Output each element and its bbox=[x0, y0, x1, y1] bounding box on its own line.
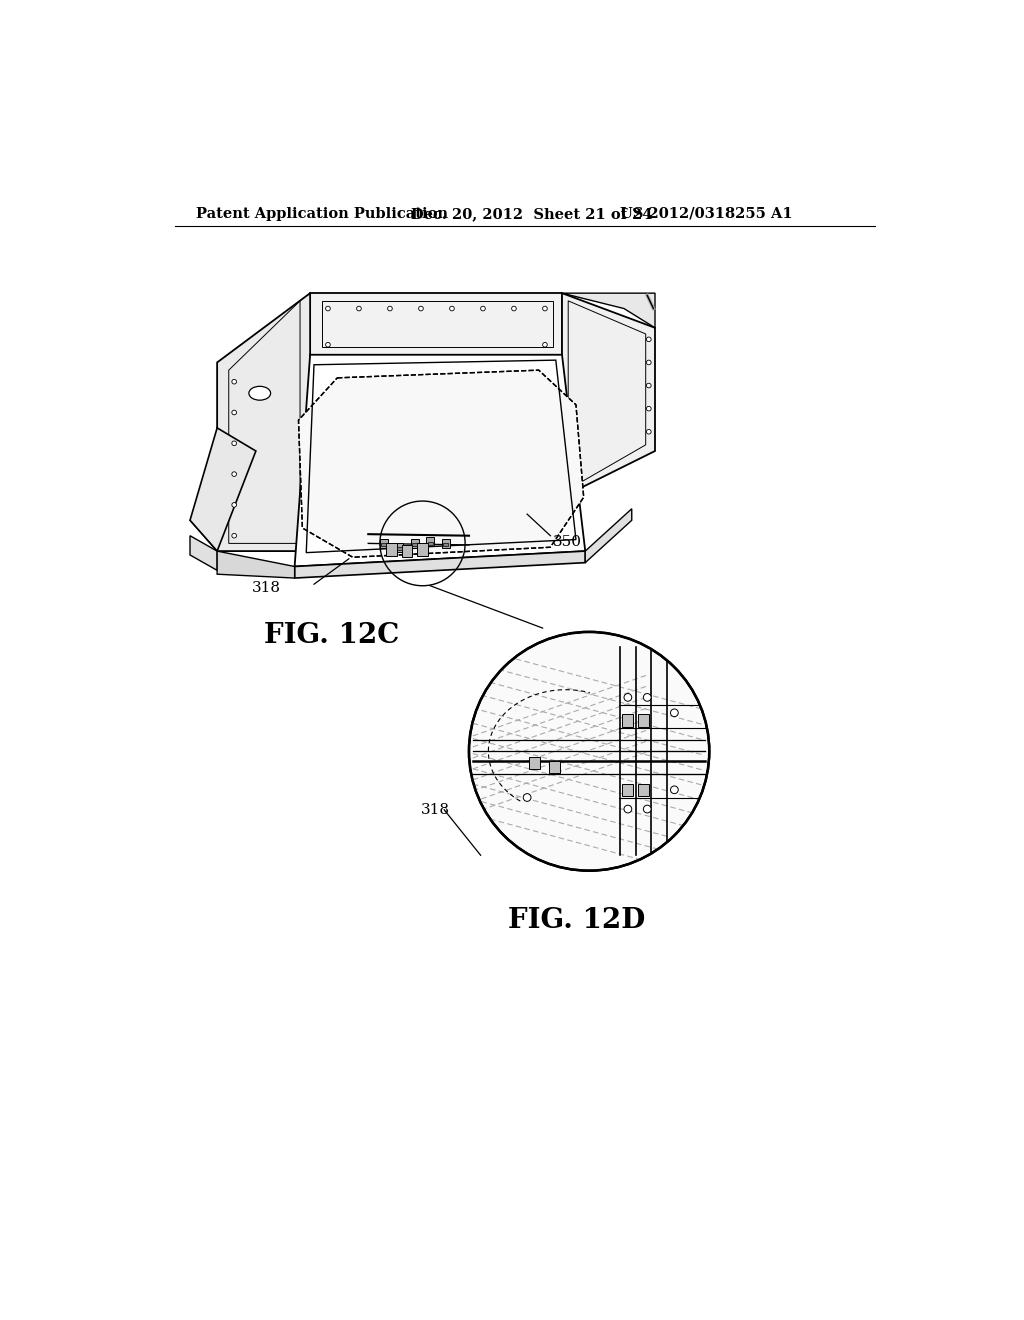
Bar bbox=[411, 539, 419, 548]
Circle shape bbox=[646, 429, 651, 434]
Bar bbox=[386, 544, 397, 556]
Text: FIG. 12C: FIG. 12C bbox=[263, 622, 399, 649]
Circle shape bbox=[326, 342, 331, 347]
Circle shape bbox=[646, 360, 651, 364]
Text: US 2012/0318255 A1: US 2012/0318255 A1 bbox=[621, 207, 793, 220]
Bar bbox=[638, 784, 649, 796]
Text: 350: 350 bbox=[553, 535, 582, 549]
Bar bbox=[638, 714, 649, 726]
Bar bbox=[417, 544, 428, 556]
Polygon shape bbox=[562, 293, 655, 327]
Text: 318: 318 bbox=[421, 803, 450, 817]
Circle shape bbox=[624, 805, 632, 813]
Ellipse shape bbox=[249, 387, 270, 400]
Bar bbox=[623, 714, 633, 726]
Circle shape bbox=[231, 379, 237, 384]
Polygon shape bbox=[299, 370, 584, 557]
Circle shape bbox=[671, 785, 678, 793]
Polygon shape bbox=[586, 508, 632, 562]
Bar bbox=[381, 544, 386, 546]
Bar bbox=[623, 784, 633, 796]
Circle shape bbox=[480, 306, 485, 312]
Circle shape bbox=[671, 709, 678, 717]
Bar bbox=[380, 539, 388, 548]
Polygon shape bbox=[217, 293, 310, 552]
Circle shape bbox=[469, 632, 710, 871]
Circle shape bbox=[450, 306, 455, 312]
Circle shape bbox=[646, 337, 651, 342]
Circle shape bbox=[512, 306, 516, 312]
Polygon shape bbox=[562, 293, 655, 498]
Circle shape bbox=[643, 805, 651, 813]
Circle shape bbox=[646, 383, 651, 388]
Bar bbox=[443, 544, 449, 546]
Text: 318: 318 bbox=[252, 581, 281, 595]
Circle shape bbox=[326, 306, 331, 312]
Circle shape bbox=[231, 411, 237, 414]
Bar bbox=[426, 537, 434, 546]
Bar bbox=[395, 543, 403, 552]
Circle shape bbox=[419, 306, 423, 312]
Polygon shape bbox=[295, 355, 586, 566]
Bar bbox=[549, 760, 560, 774]
Circle shape bbox=[231, 441, 237, 446]
Polygon shape bbox=[310, 293, 562, 355]
Circle shape bbox=[624, 693, 632, 701]
Circle shape bbox=[231, 471, 237, 477]
Text: FIG. 12D: FIG. 12D bbox=[508, 907, 645, 935]
Bar bbox=[413, 544, 417, 546]
Text: Dec. 20, 2012  Sheet 21 of 24: Dec. 20, 2012 Sheet 21 of 24 bbox=[411, 207, 652, 220]
Bar bbox=[529, 756, 541, 770]
Circle shape bbox=[543, 342, 547, 347]
Circle shape bbox=[643, 693, 651, 701]
Bar bbox=[428, 541, 432, 545]
Circle shape bbox=[543, 306, 547, 312]
Bar bbox=[401, 545, 413, 557]
Polygon shape bbox=[217, 552, 295, 578]
Polygon shape bbox=[190, 536, 217, 570]
Polygon shape bbox=[295, 552, 586, 578]
Bar bbox=[397, 548, 401, 550]
Circle shape bbox=[231, 503, 237, 507]
Circle shape bbox=[646, 407, 651, 411]
Circle shape bbox=[388, 306, 392, 312]
Bar bbox=[442, 539, 450, 548]
Circle shape bbox=[523, 793, 531, 801]
Circle shape bbox=[356, 306, 361, 312]
Text: Patent Application Publication: Patent Application Publication bbox=[197, 207, 449, 220]
Polygon shape bbox=[190, 428, 256, 552]
Circle shape bbox=[231, 533, 237, 539]
Circle shape bbox=[471, 634, 708, 869]
